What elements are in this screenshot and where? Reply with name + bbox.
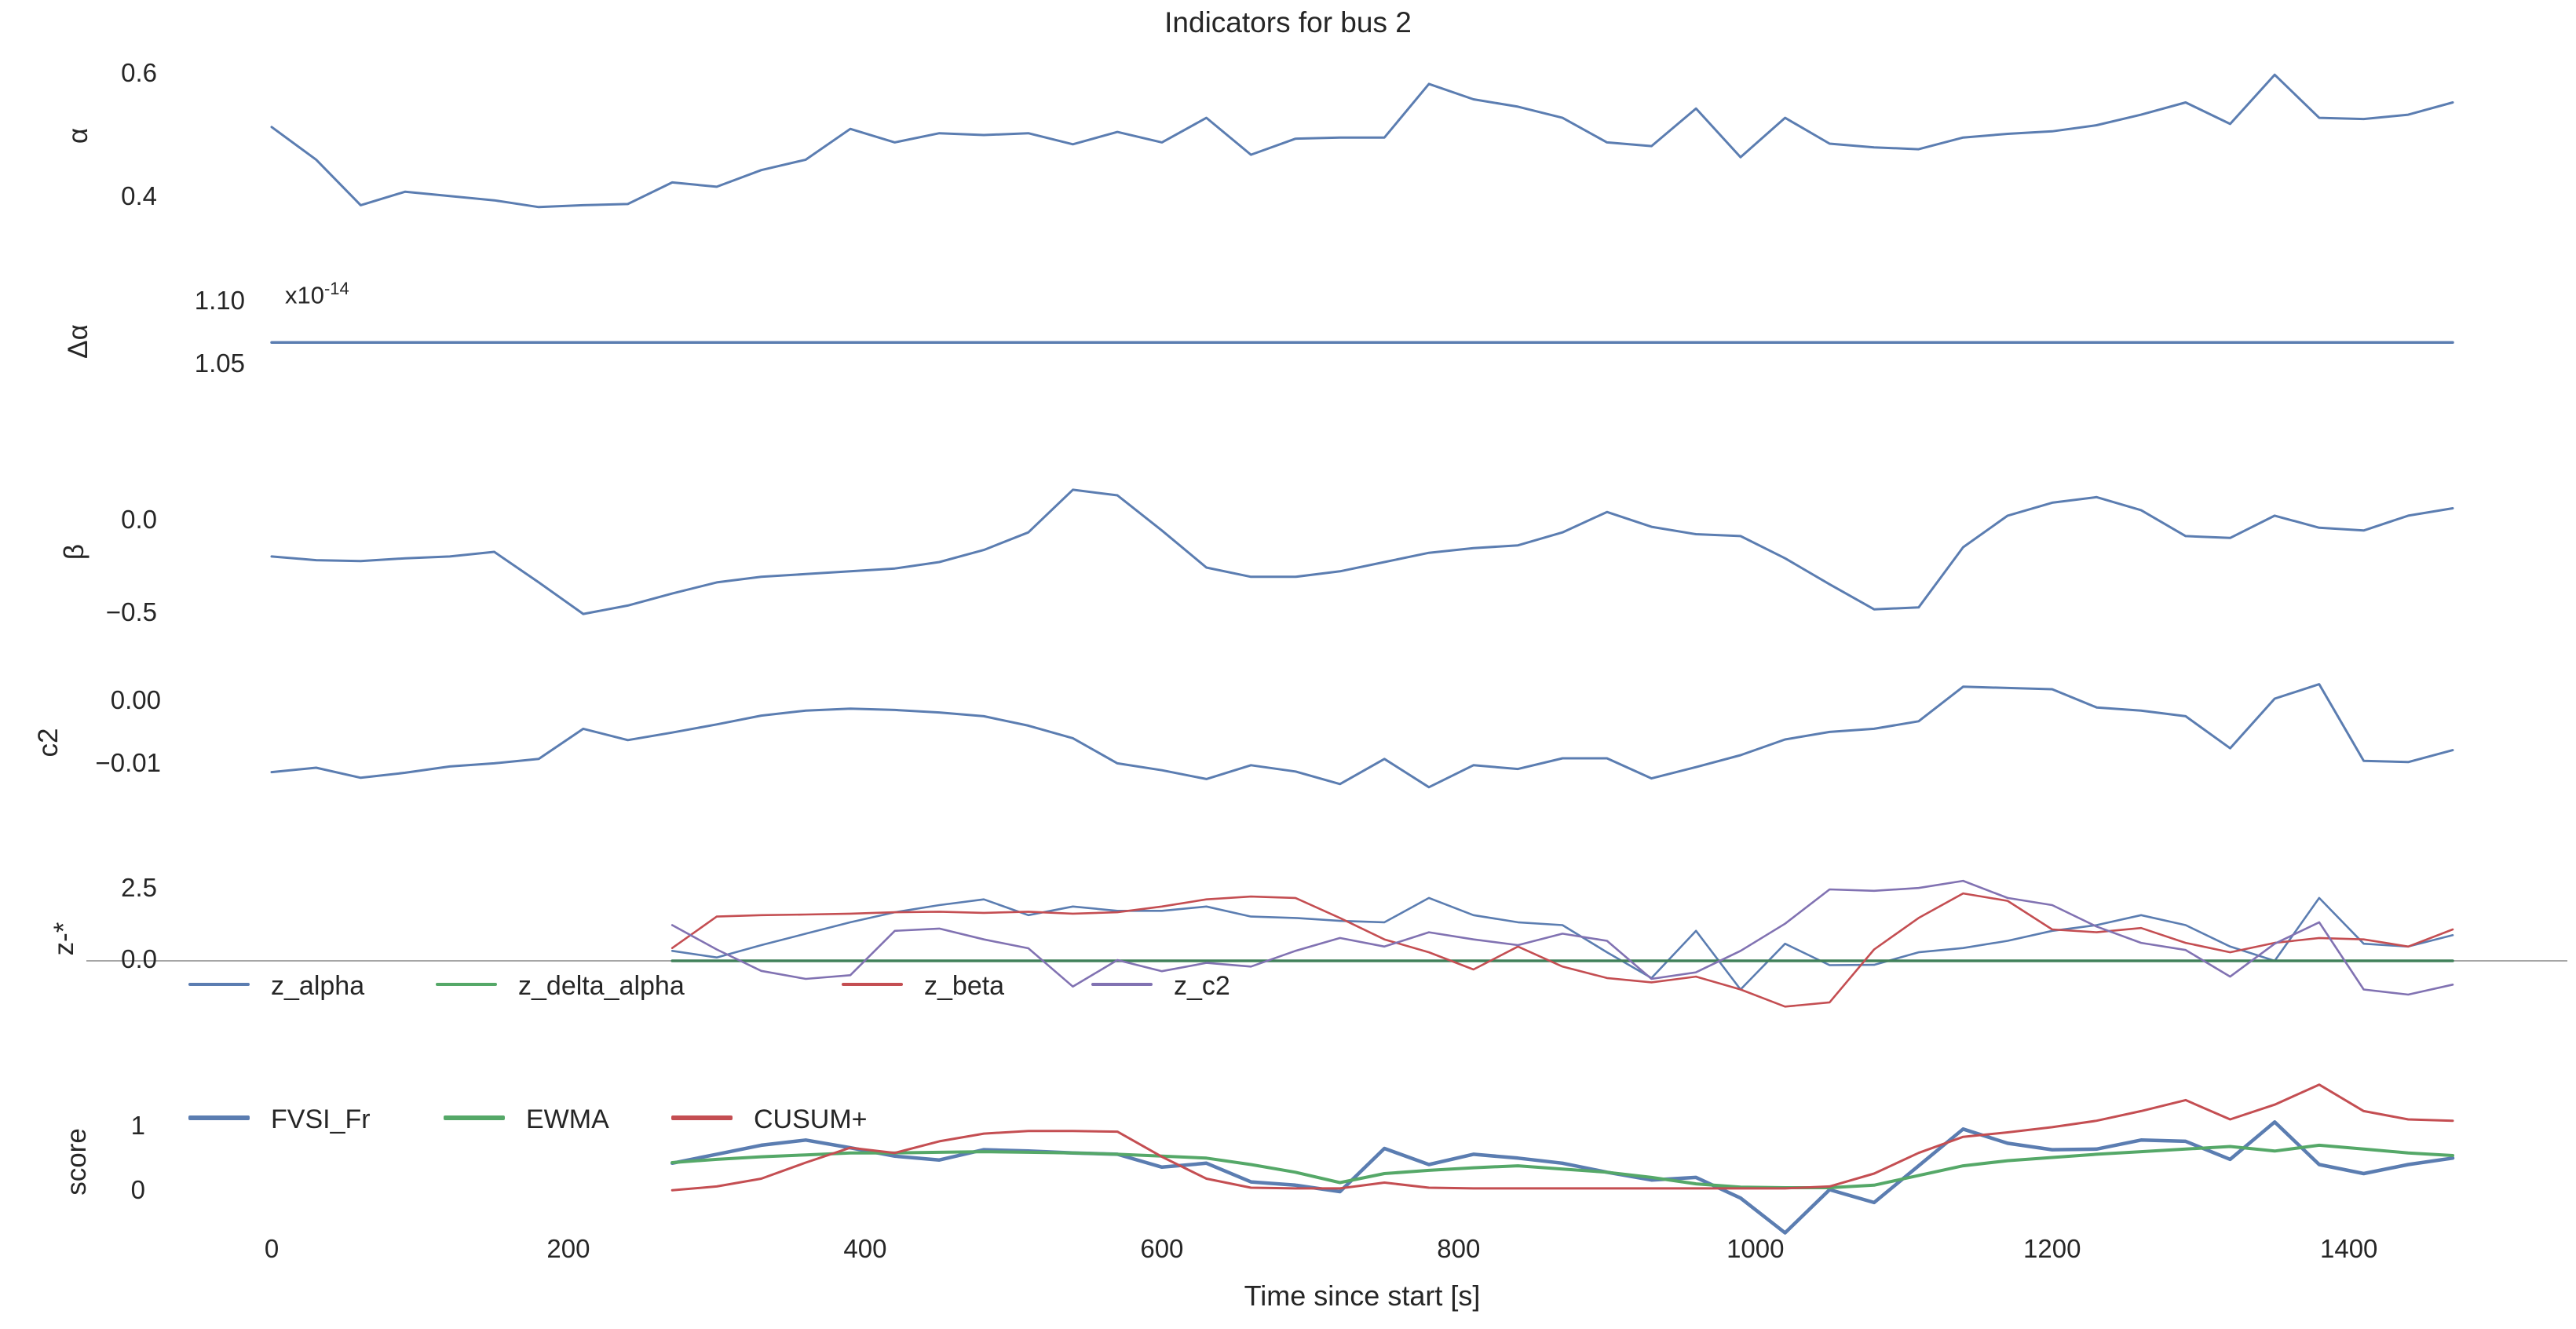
y-tick-label-delta_alpha-0: 1.10 bbox=[194, 286, 245, 316]
y-axis-label-alpha: α bbox=[63, 127, 93, 144]
legend-label-FVSI_Fr: FVSI_Fr bbox=[271, 1104, 371, 1134]
legend-label-z_delta_alpha: z_delta_alpha bbox=[518, 971, 685, 1001]
y-tick-label-score-1: 0 bbox=[130, 1174, 145, 1204]
panel-score bbox=[670, 1083, 2455, 1235]
y-tick-label-alpha-1: 0.4 bbox=[121, 181, 157, 211]
legend-swatch-z_delta_alpha bbox=[436, 983, 497, 986]
series-line-alpha bbox=[270, 73, 2454, 209]
x-tick-label-400: 400 bbox=[843, 1234, 887, 1263]
y-tick-label-c2-1: −0.01 bbox=[95, 748, 162, 777]
axis-offset-exponent: -14 bbox=[323, 279, 349, 298]
legend-swatch-z_beta bbox=[842, 983, 903, 986]
series-line-FVSI_Fr bbox=[670, 1120, 2455, 1235]
x-tick-label-1000: 1000 bbox=[1726, 1234, 1785, 1263]
y-tick-label-z_scores-1: 0.0 bbox=[121, 944, 157, 974]
axis-offset-text: x10-14 bbox=[285, 279, 349, 309]
x-axis-label: Time since start [s] bbox=[1244, 1280, 1481, 1312]
x-tick-label-1200: 1200 bbox=[2023, 1234, 2081, 1263]
legend-label-z_alpha: z_alpha bbox=[271, 971, 365, 1001]
legend-label-z_c2: z_c2 bbox=[1174, 971, 1230, 1001]
y-tick-label-delta_alpha-1: 1.05 bbox=[194, 348, 245, 378]
x-tick-label-0: 0 bbox=[264, 1234, 280, 1263]
legend-label-CUSUM+: CUSUM+ bbox=[754, 1104, 868, 1134]
legend-swatch-CUSUM+ bbox=[671, 1115, 733, 1120]
series-line-CUSUM+ bbox=[670, 1083, 2454, 1192]
series-line-c2 bbox=[270, 683, 2454, 789]
x-tick-label-200: 200 bbox=[546, 1234, 590, 1263]
y-tick-label-beta-0: 0.0 bbox=[121, 505, 157, 535]
panel-c2 bbox=[270, 683, 2454, 789]
series-line-beta bbox=[270, 488, 2454, 615]
panel-delta_alpha bbox=[270, 341, 2454, 344]
series-line-EWMA bbox=[670, 1143, 2454, 1189]
series-line-z_c2 bbox=[670, 879, 2454, 996]
legend-swatch-z_alpha bbox=[188, 983, 250, 986]
x-tick-label-600: 600 bbox=[1140, 1234, 1184, 1263]
legend-swatch-z_c2 bbox=[1091, 983, 1153, 986]
panel-beta bbox=[270, 488, 2454, 615]
y-axis-label-beta: β bbox=[59, 543, 90, 560]
x-tick-label-800: 800 bbox=[1437, 1234, 1481, 1263]
y-tick-label-alpha-0: 0.6 bbox=[121, 58, 157, 88]
legend-swatch-FVSI_Fr bbox=[188, 1115, 250, 1120]
series-line-z_alpha bbox=[670, 896, 2454, 991]
chart-title: Indicators for bus 2 bbox=[1164, 6, 1412, 38]
legend-label-EWMA: EWMA bbox=[526, 1104, 609, 1134]
y-tick-label-c2-0: 0.00 bbox=[110, 685, 161, 714]
legend-swatch-EWMA bbox=[444, 1115, 505, 1120]
panel-alpha bbox=[270, 73, 2454, 209]
legend-label-z_beta: z_beta bbox=[924, 971, 1005, 1001]
y-tick-label-score-0: 1 bbox=[130, 1110, 145, 1140]
x-tick-label-1400: 1400 bbox=[2319, 1234, 2378, 1263]
y-tick-label-z_scores-0: 2.5 bbox=[121, 872, 157, 902]
y-tick-label-beta-1: −0.5 bbox=[105, 597, 157, 627]
panel-z_scores bbox=[670, 879, 2454, 1008]
series-line-z_beta bbox=[670, 892, 2454, 1008]
